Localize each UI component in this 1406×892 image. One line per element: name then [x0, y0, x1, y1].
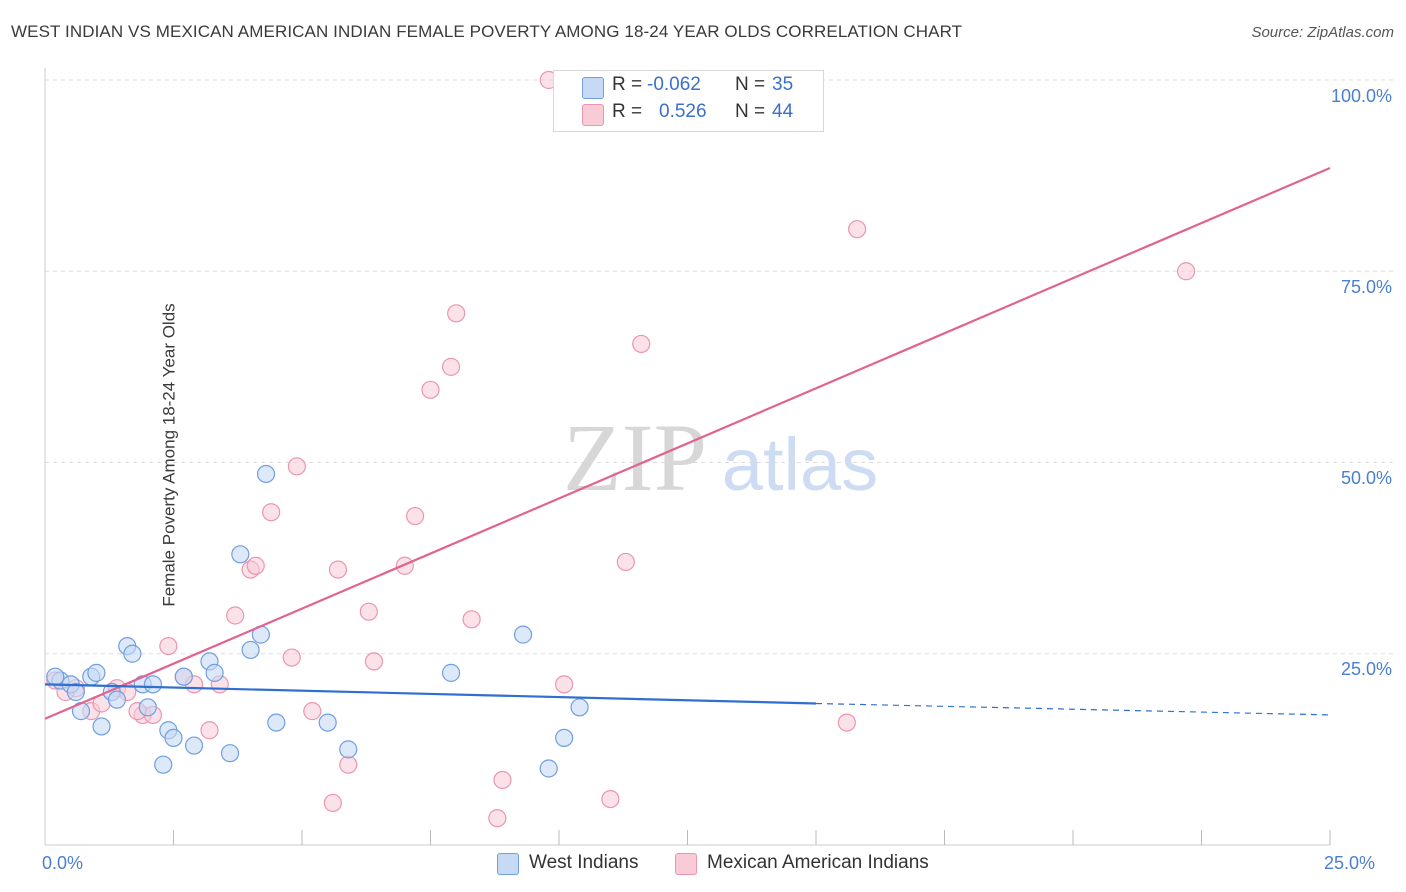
data-point-mexican-american-indians: [200, 721, 219, 740]
r-label: R =: [612, 74, 643, 95]
data-point-west-indians: [92, 717, 111, 736]
data-point-west-indians: [220, 744, 240, 763]
watermark-zip: ZIP: [563, 404, 707, 511]
data-point-west-indians: [267, 713, 286, 732]
data-point-mexican-american-indians: [328, 560, 348, 579]
y-tick-label-25: 25.0%: [1340, 659, 1392, 679]
data-point-west-indians: [66, 682, 85, 702]
data-point-mexican-american-indians: [323, 793, 342, 813]
r-label: R =: [612, 101, 643, 122]
data-point-west-indians: [205, 663, 224, 682]
data-point-west-indians: [184, 736, 204, 755]
axes: [44, 68, 1331, 846]
y-tick-label-75: 75.0%: [1340, 277, 1392, 297]
data-point-mexican-american-indians: [159, 636, 178, 656]
mexican-american-indians-legend-swatch: [675, 853, 697, 875]
y-tick-label-50: 50.0%: [1340, 468, 1392, 488]
data-point-mexican-american-indians: [226, 606, 245, 625]
data-point-mexican-american-indians: [837, 713, 856, 732]
data-point-west-indians: [318, 713, 337, 732]
watermark-atlas: atlas: [722, 423, 878, 506]
y-tick-label-100: 100.0%: [1330, 86, 1392, 106]
data-point-west-indians: [441, 663, 461, 682]
data-point-mexican-american-indians: [601, 789, 620, 809]
data-point-west-indians: [256, 464, 276, 484]
data-point-mexican-american-indians: [493, 770, 512, 790]
data-point-mexican-american-indians: [441, 357, 461, 376]
data-point-mexican-american-indians: [616, 552, 635, 572]
n-value: 35: [772, 74, 794, 95]
source-label: Source: ZipAtlas.com: [1251, 24, 1394, 41]
x-tick-label-0: 0.0%: [42, 853, 84, 873]
watermark: ZIP atlas: [563, 404, 878, 511]
data-point-mexican-american-indians: [555, 675, 574, 694]
data-point-west-indians: [164, 728, 183, 748]
data-point-mexican-american-indians: [488, 809, 507, 828]
data-point-mexican-american-indians: [447, 304, 466, 323]
r-value: 0.526: [659, 101, 707, 122]
data-point-west-indians: [123, 644, 142, 663]
trend-lines: [44, 166, 1331, 720]
stats-row-west-indians: R = -0.062 N = 35: [554, 74, 823, 100]
stats-row-mexican-american-indians: R = 0.526 N = 44: [554, 101, 823, 127]
data-point-west-indians: [138, 698, 157, 717]
data-point-west-indians: [46, 667, 65, 686]
data-point-mexican-american-indians: [282, 648, 301, 667]
data-point-west-indians: [231, 545, 250, 564]
data-point-mexican-american-indians: [262, 503, 281, 522]
data-point-west-indians: [539, 759, 558, 778]
data-point-mexican-american-indians: [359, 602, 378, 621]
n-label: N =: [735, 74, 766, 95]
trend-line-mexican-american-indians: [44, 166, 1331, 720]
data-point-west-indians: [570, 698, 589, 717]
mexican-american-indians-swatch: [582, 104, 604, 126]
data-point-mexican-american-indians: [848, 220, 867, 239]
west-indians-swatch: [582, 77, 604, 99]
data-point-west-indians: [513, 625, 533, 644]
data-point-west-indians: [241, 640, 260, 660]
data-point-mexican-american-indians: [632, 334, 651, 354]
data-point-west-indians: [143, 675, 163, 694]
data-point-mexican-american-indians: [339, 755, 358, 774]
data-point-mexican-american-indians: [462, 610, 481, 629]
legend-label-mexican-american-indians: Mexican American Indians: [707, 852, 929, 873]
data-point-mexican-american-indians: [1176, 262, 1196, 281]
data-point-west-indians: [87, 663, 106, 682]
x-tick-label-25: 25.0%: [1324, 853, 1376, 873]
data-point-mexican-american-indians: [395, 556, 414, 575]
trend-line-west-indians: [44, 683, 817, 705]
data-point-west-indians: [174, 667, 193, 686]
y-axis-label: Female Poverty Among 18-24 Year Olds: [159, 303, 179, 607]
data-point-mexican-american-indians: [405, 506, 425, 526]
data-point-mexican-american-indians: [421, 380, 440, 399]
data-point-west-indians: [339, 740, 358, 759]
trend-line-west-indians-extension: [815, 702, 1331, 716]
series-west-indians: [46, 464, 589, 778]
n-value: 44: [772, 101, 794, 122]
n-label: N =: [735, 101, 766, 122]
chart-title: WEST INDIAN VS MEXICAN AMERICAN INDIAN F…: [11, 22, 963, 41]
west-indians-legend-swatch: [497, 853, 519, 875]
data-point-mexican-american-indians: [246, 556, 265, 575]
data-point-mexican-american-indians: [303, 702, 322, 721]
data-point-mexican-american-indians: [364, 652, 384, 671]
stats-legend: R = -0.062 N = 35 R = 0.526 N = 44: [553, 70, 824, 132]
legend-label-west-indians: West Indians: [529, 852, 639, 873]
data-point-west-indians: [154, 755, 173, 774]
data-point-west-indians: [107, 690, 127, 709]
data-point-west-indians: [555, 728, 574, 748]
r-value: -0.062: [647, 74, 701, 95]
data-point-mexican-american-indians: [287, 457, 306, 476]
